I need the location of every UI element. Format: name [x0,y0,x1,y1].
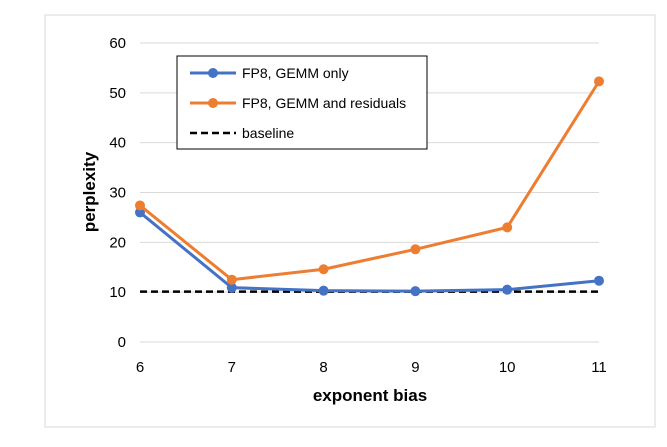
data-point [318,264,329,275]
x-tick-label: 6 [136,359,144,376]
series-line [139,80,601,282]
data-point [318,285,329,296]
data-point [135,207,145,218]
legend: FP8, GEMM only FP8, GEMM and residuals bas… [176,55,428,150]
y-tick-label: 50 [109,85,126,102]
y-tick-label: 10 [109,284,126,301]
legend-label: baseline [242,125,294,141]
data-point [594,275,604,286]
data-point [594,76,604,87]
y-tick-label: 30 [109,185,126,202]
data-point [502,222,513,233]
y-tick-label: 20 [109,234,126,251]
x-tick-labels: 6 7 8 9 10 11 [136,359,607,376]
data-point [135,200,145,211]
y-tick-labels: 0 10 20 30 40 50 60 [109,35,126,351]
series-line [139,211,600,293]
series-2 [135,76,604,285]
y-tick-label: 40 [109,135,126,152]
x-tick-label: 8 [319,359,327,376]
x-tick-label: 10 [499,359,516,376]
legend-entry: FP8, GEMM and residuals [190,95,406,111]
y-tick-label: 0 [118,334,126,351]
data-point [410,244,421,255]
y-axis-title: perplexity [80,151,99,232]
data-point [226,274,237,285]
data-point [410,286,421,297]
legend-entry: FP8, GEMM only [190,65,349,81]
x-axis-title: exponent bias [313,386,427,405]
legend-marker [208,68,218,78]
data-series [135,76,604,297]
x-tick-label: 7 [228,359,236,376]
legend-label: FP8, GEMM and residuals [242,95,406,111]
data-point [502,284,513,295]
legend-label: FP8, GEMM only [242,65,349,81]
y-tick-label: 60 [109,35,126,52]
x-tick-label: 11 [591,359,607,376]
legend-entry: baseline [190,125,294,141]
x-tick-label: 9 [411,359,419,376]
data-point [226,282,237,293]
series-1 [135,207,604,297]
legend-marker [208,98,218,108]
